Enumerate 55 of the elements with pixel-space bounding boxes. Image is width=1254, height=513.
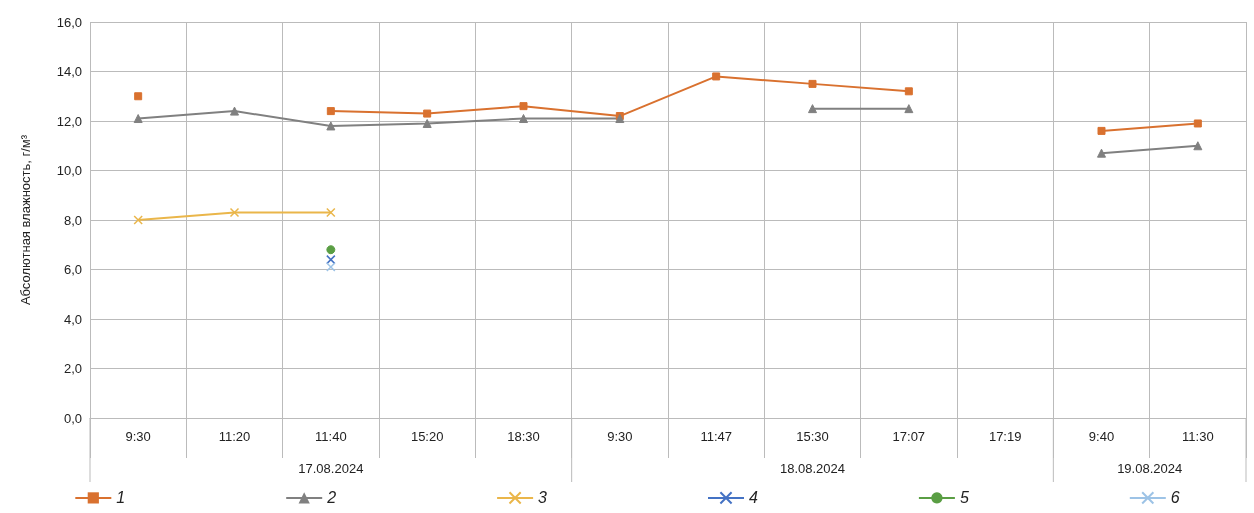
y-tick-label: 16,0 [56,14,82,30]
point [1193,141,1203,151]
x-tick-label: 11:47 [700,429,732,444]
point [1097,148,1106,158]
point [1097,126,1106,135]
point [326,245,336,255]
y-tick-label: 14,0 [56,64,82,79]
point [326,207,336,218]
point [1193,119,1202,128]
point [134,92,143,101]
x-tick-label: 9:30 [607,429,633,444]
point [808,104,817,114]
x-tick-label: 18:30 [507,429,540,444]
legend-label: 1 [116,489,126,507]
point [326,262,336,272]
x-tick-label: 11:20 [218,429,251,444]
point [326,254,336,265]
x-tick-label: 11:40 [315,429,347,444]
y-tick-label: 10,0 [56,163,82,178]
x-tick-label: 15:30 [796,429,829,444]
x-tick-label: 11:30 [1182,429,1214,444]
legend-label: 4 [749,489,758,507]
point [422,118,432,128]
y-tick-label: 4,0 [63,311,82,327]
point [904,87,913,96]
point [519,102,528,111]
point [519,114,528,124]
point [904,104,914,114]
legend-label: 6 [1170,489,1180,507]
x-tick-label: 9:40 [1088,429,1115,444]
y-tick-label: 6,0 [63,262,82,277]
point [133,114,143,124]
point [326,121,336,131]
point [326,107,335,116]
point [229,207,240,218]
point [230,106,239,116]
point [712,72,721,81]
y-tick-label: 2,0 [63,361,82,376]
y-tick-label: 12,0 [56,113,82,129]
text: 19.08.2024 [1117,460,1183,476]
x-tick-label: 9:30 [125,429,151,444]
text: 17.08.2024 [298,460,364,476]
legend-label: 2 [326,489,337,507]
y-tick-label: 8,0 [63,212,82,228]
y-tick-label: 0,0 [63,410,82,426]
x-tick-label: 15:20 [410,429,444,444]
point [423,109,432,118]
point [808,79,817,88]
legend-label: 3 [538,489,548,507]
legend-label: 5 [959,489,969,507]
point [133,215,143,225]
y-axis-title: Абсолютная влажность, г/м³ [18,134,33,306]
x-tick-label: 17:19 [988,429,1022,444]
x-tick-label: 17:07 [892,429,926,444]
text: 18.08.2024 [779,460,846,476]
